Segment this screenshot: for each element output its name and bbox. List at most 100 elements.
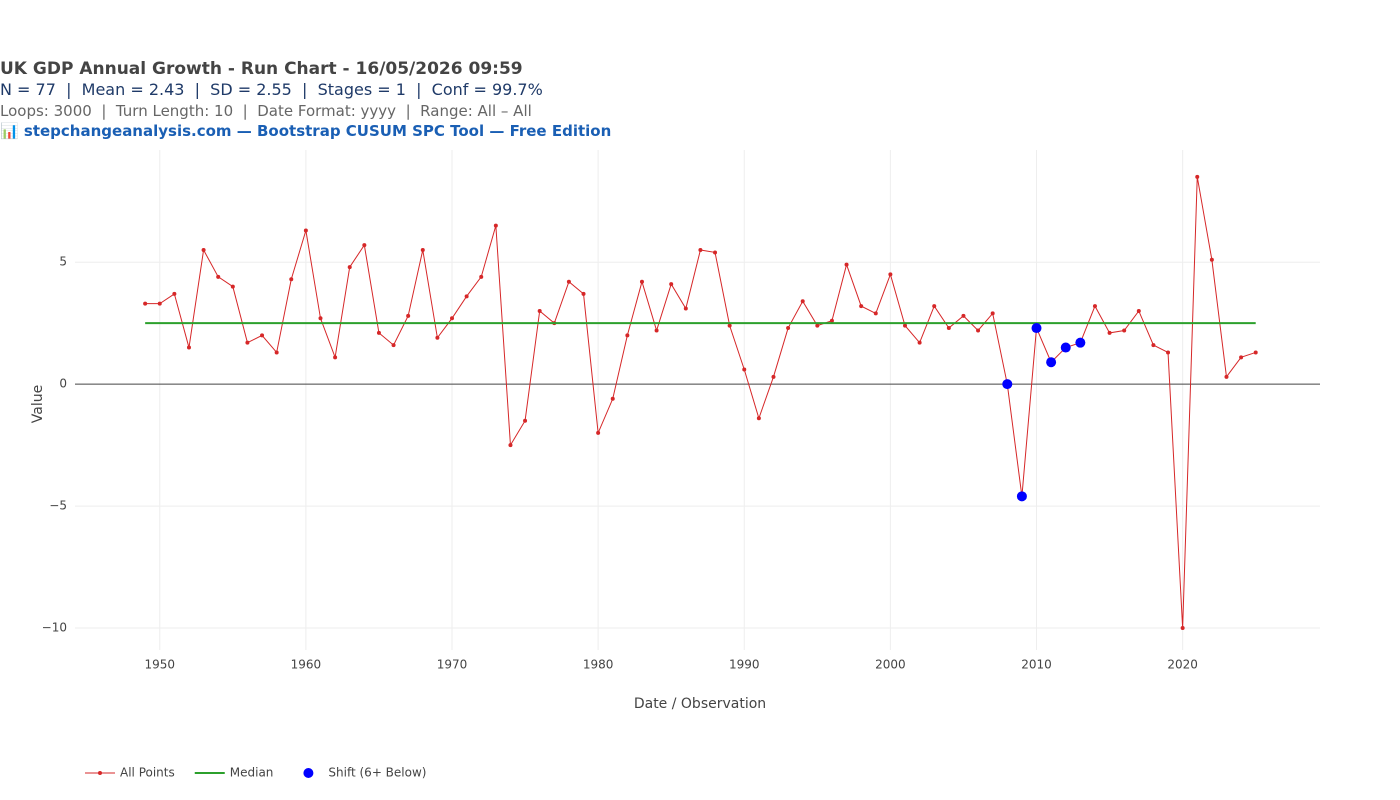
point <box>333 355 338 360</box>
point <box>946 326 951 331</box>
point <box>157 301 162 306</box>
series-line <box>145 176 1256 629</box>
point <box>376 330 381 335</box>
point <box>216 274 221 279</box>
x-tick-label: 2010 <box>1021 658 1052 672</box>
point <box>406 313 411 318</box>
x-tick-label: 2020 <box>1167 658 1198 672</box>
legend-item: All Points <box>85 766 175 780</box>
point <box>537 308 542 313</box>
point <box>917 340 922 345</box>
point <box>610 396 615 401</box>
point <box>508 443 513 448</box>
point <box>683 306 688 311</box>
point <box>771 374 776 379</box>
point <box>479 274 484 279</box>
point <box>523 418 528 423</box>
point <box>1016 491 1027 502</box>
brand-line: 📊 stepchangeanalysis.com — Bootstrap CUS… <box>0 122 612 140</box>
point <box>1253 350 1258 355</box>
point <box>230 284 235 289</box>
point <box>260 333 265 338</box>
point <box>143 301 148 306</box>
x-tick-label: 1980 <box>583 658 614 672</box>
stats-line: N = 77 | Mean = 2.43 | SD = 2.55 | Stage… <box>0 80 543 99</box>
point <box>391 343 396 348</box>
point <box>1002 379 1013 390</box>
legend-item: Median <box>194 766 273 780</box>
point <box>318 316 323 321</box>
legend-label: All Points <box>120 766 175 780</box>
point <box>625 333 630 338</box>
point <box>727 323 732 328</box>
point <box>932 304 937 309</box>
legend-swatch <box>98 771 102 775</box>
x-tick-label: 1990 <box>729 658 760 672</box>
title: UK GDP Annual Growth - Run Chart - 16/05… <box>0 59 523 79</box>
point <box>464 294 469 299</box>
point <box>654 328 659 333</box>
x-tick-label: 1970 <box>437 658 468 672</box>
point <box>303 228 308 233</box>
point <box>1060 342 1071 353</box>
y-tick-label: 0 <box>59 377 67 391</box>
point <box>859 304 864 309</box>
point <box>888 272 893 277</box>
point <box>1224 374 1229 379</box>
x-tick-label: 2000 <box>875 658 906 672</box>
x-tick-label: 1950 <box>144 658 175 672</box>
point <box>420 248 425 252</box>
point <box>289 277 294 282</box>
point <box>566 279 571 284</box>
settings-line: Loops: 3000 | Turn Length: 10 | Date For… <box>0 102 532 120</box>
point <box>844 262 849 267</box>
point <box>1122 328 1127 333</box>
point <box>829 318 834 323</box>
point <box>493 223 498 228</box>
y-axis-title: Value <box>30 385 46 423</box>
point <box>873 311 878 316</box>
y-tick-label: −10 <box>42 621 67 635</box>
point <box>362 243 367 248</box>
point <box>639 279 644 284</box>
point <box>245 340 250 345</box>
legend-label: Shift (6+ Below) <box>328 766 426 780</box>
legend-item: Shift (6+ Below) <box>303 766 426 780</box>
point <box>450 316 455 321</box>
point <box>786 326 791 331</box>
point <box>800 299 805 304</box>
point <box>713 250 718 255</box>
x-tick-label: 1960 <box>291 658 322 672</box>
point <box>1031 323 1042 334</box>
point <box>172 291 177 296</box>
point <box>742 367 747 372</box>
point <box>1107 330 1112 335</box>
point <box>815 323 820 328</box>
point <box>1166 350 1171 355</box>
point <box>669 282 674 287</box>
point <box>186 345 191 350</box>
x-axis-title: Date / Observation <box>634 696 766 712</box>
point <box>435 335 440 340</box>
point <box>976 328 981 333</box>
y-tick-label: −5 <box>49 499 67 513</box>
point <box>581 291 586 296</box>
point <box>1195 174 1200 179</box>
legend-swatch <box>303 768 314 778</box>
grid <box>159 150 1184 650</box>
point <box>990 311 995 316</box>
point <box>903 323 907 328</box>
point <box>961 313 966 318</box>
point <box>596 430 601 435</box>
point <box>1209 257 1214 262</box>
point <box>756 416 761 421</box>
point <box>201 248 206 252</box>
point <box>1180 626 1185 631</box>
point <box>1151 343 1156 348</box>
point <box>274 350 279 355</box>
point <box>1092 304 1097 309</box>
point <box>347 265 352 270</box>
y-tick-label: 5 <box>59 255 67 269</box>
